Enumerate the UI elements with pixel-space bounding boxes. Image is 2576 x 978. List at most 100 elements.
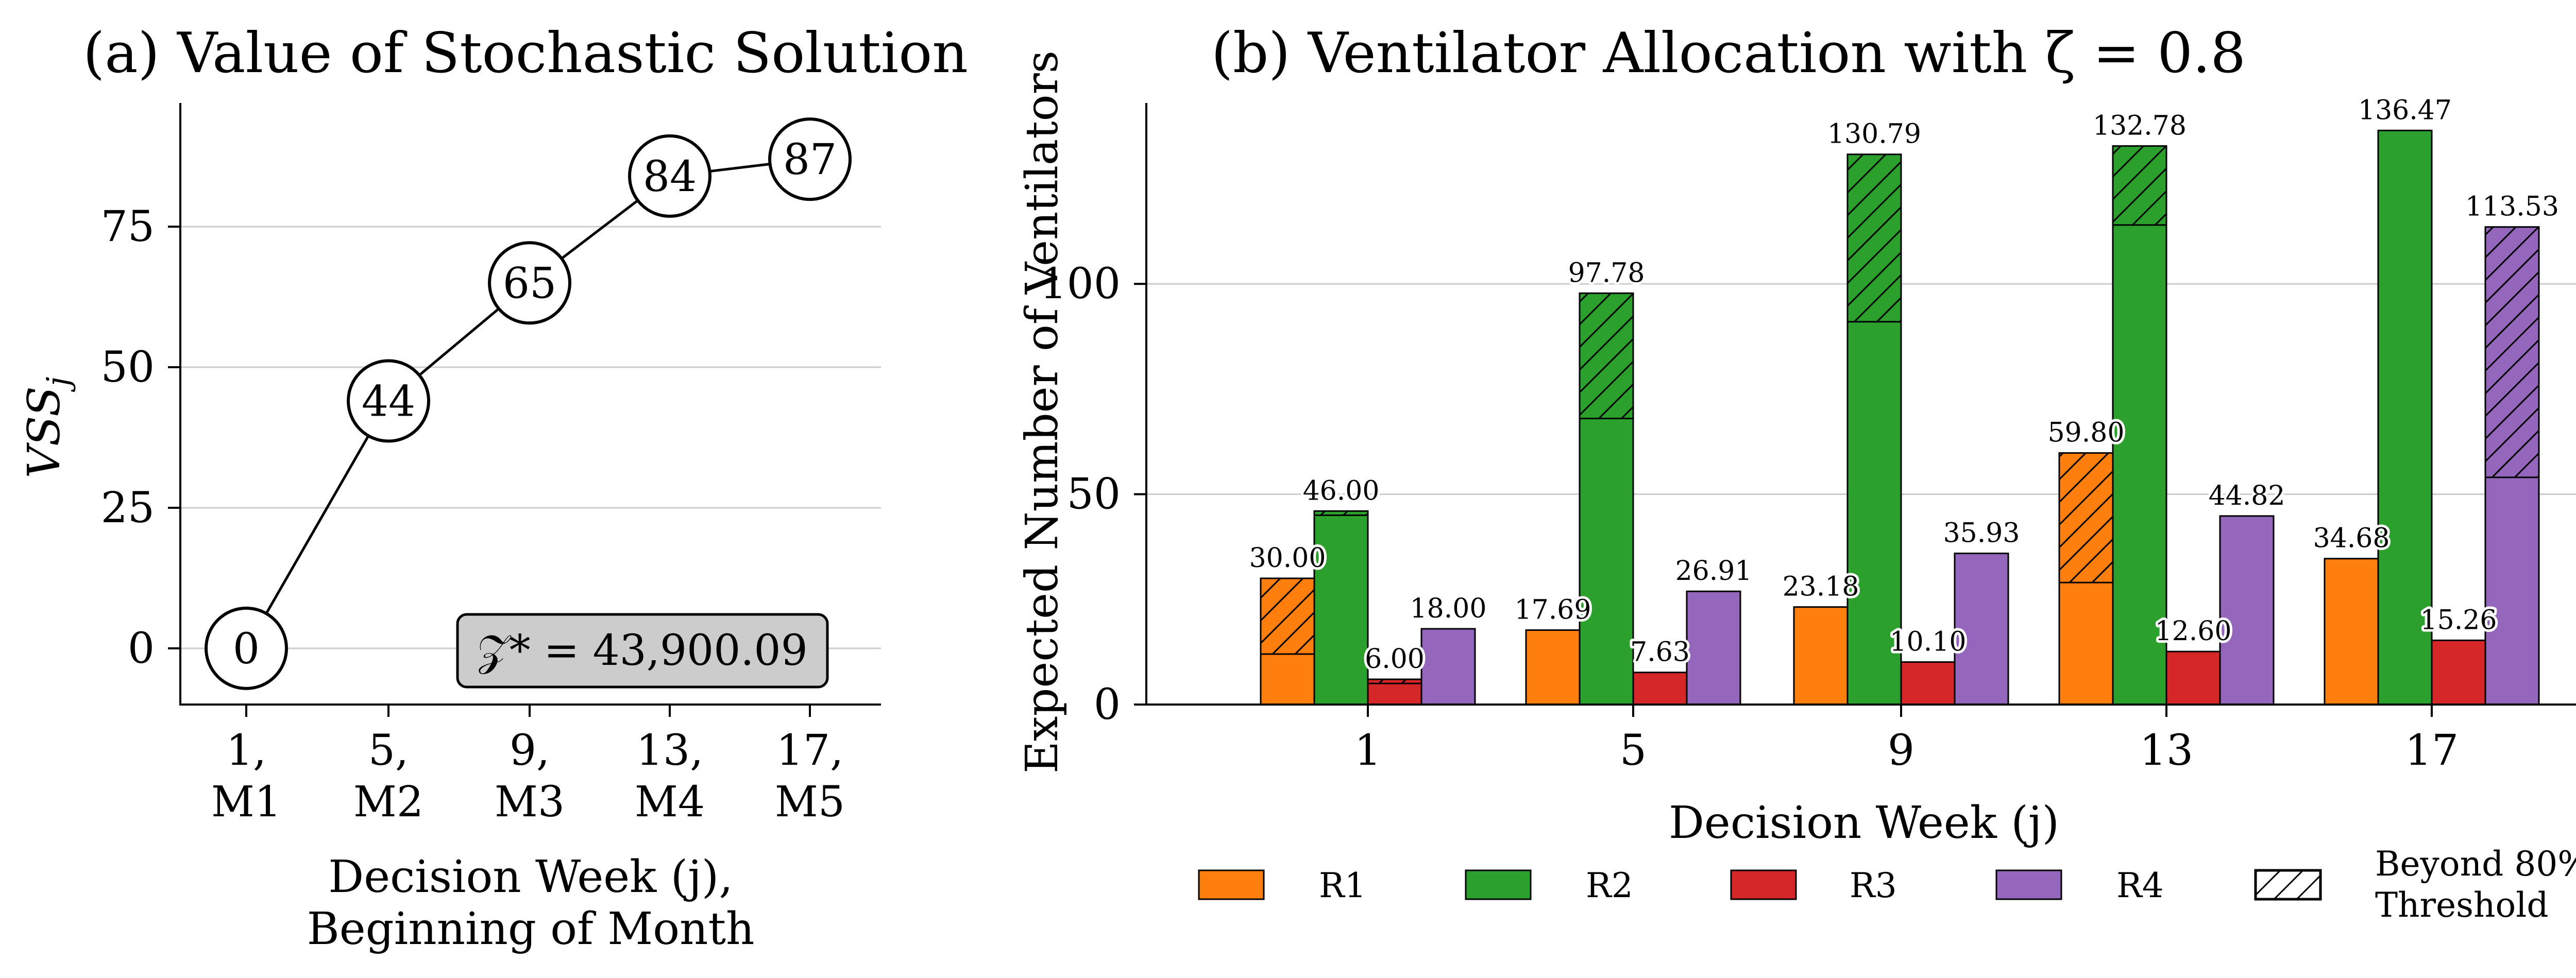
bar-r3-week-9 bbox=[1901, 662, 1955, 705]
bar-value-label: 6.00 bbox=[1365, 644, 1425, 675]
panel-a-title: (a) Value of Stochastic Solution bbox=[83, 21, 968, 85]
bar-value-label: 23.18 bbox=[1783, 572, 1859, 603]
vss-point-marker bbox=[205, 606, 288, 690]
vss-point-label: 87 bbox=[783, 135, 837, 184]
panel-b-y-tick-label: 100 bbox=[1040, 260, 1121, 308]
bar-r4-week-9 bbox=[1955, 553, 2008, 705]
bar-value-label: 35.93 bbox=[1943, 518, 2020, 549]
panel-b-x-tick-label: 1 bbox=[1354, 726, 1381, 775]
panel-b-x-tick-label: 9 bbox=[1888, 726, 1914, 775]
vss-point-marker bbox=[628, 134, 711, 218]
panel-a-y-tick-label: 25 bbox=[101, 484, 155, 533]
bar-value-label: 7.63 bbox=[1630, 637, 1690, 668]
objective-value-text: 𝒵* = 43,900.09 bbox=[477, 626, 808, 675]
bar-r1-week-5 bbox=[1526, 630, 1580, 705]
bar-r1-week-9 bbox=[1794, 607, 1848, 705]
bar-value-label: 46.00 bbox=[1303, 475, 1380, 506]
bar-value-label: 136.47 bbox=[2358, 95, 2452, 126]
bar-value-label: 18.00 bbox=[1410, 593, 1487, 624]
bar-r1-week-17 bbox=[2325, 558, 2378, 705]
vss-point-label: 65 bbox=[503, 259, 556, 308]
panel-a-x-tick-label-line2: M5 bbox=[775, 778, 845, 827]
panel-b-y-label: Expected Number of Ventilators bbox=[1016, 50, 1068, 774]
panel-a-x-label-line1: Decision Week (j), bbox=[328, 851, 733, 903]
bar-value-label: 10.10 bbox=[1890, 627, 1967, 658]
legend-swatch-r1 bbox=[1198, 869, 1265, 900]
panel-b-x-label: Decision Week (j) bbox=[1669, 797, 2059, 849]
vss-point-label: 0 bbox=[233, 625, 260, 674]
bar-r3-week-13 bbox=[2166, 651, 2220, 705]
panel-b-x-ticks: 1 5 9 13 17 bbox=[1354, 705, 2459, 775]
panel-a-x-tick-label-line1: 5, bbox=[368, 726, 409, 775]
bar-hatch-r1-week-13 bbox=[2059, 453, 2113, 583]
bar-value-label: 12.60 bbox=[2155, 616, 2232, 647]
legend-swatch-r4 bbox=[1995, 869, 2062, 900]
vss-point-marker bbox=[347, 359, 430, 443]
panel-a-y-tick-label: 50 bbox=[101, 343, 155, 392]
bar-r2-week-17 bbox=[2378, 130, 2432, 705]
panel-a-x-ticks: 1,M1 5,M2 9,M3 13,M4 17,M5 bbox=[211, 705, 845, 827]
bar-value-label: 59.80 bbox=[2048, 418, 2125, 449]
bar-r2-week-13 bbox=[2113, 146, 2166, 705]
bar-r4-week-1 bbox=[1421, 628, 1475, 705]
legend-swatch-r3 bbox=[1730, 869, 1797, 900]
bar-hatch-r2-week-9 bbox=[1848, 154, 1901, 322]
legend-label-hatch-line2: Threshold bbox=[2375, 885, 2549, 925]
panel-a-x-label-line2: Beginning of Month bbox=[307, 903, 755, 955]
bar-value-label: 26.91 bbox=[1675, 556, 1752, 587]
panel-b: (b) Ventilator Allocation with ζ = 0.8 0… bbox=[1016, 21, 2576, 925]
vss-point-label: 44 bbox=[362, 378, 415, 426]
panel-b-legend: R1 R2 R3 R4 Beyond 80% Threshold bbox=[1198, 844, 2576, 925]
bar-r3-week-17 bbox=[2432, 640, 2485, 705]
panel-b-title: (b) Ventilator Allocation with ζ = 0.8 bbox=[1211, 21, 2246, 85]
bar-r4-week-5 bbox=[1687, 591, 1740, 705]
bar-value-label: 132.78 bbox=[2093, 110, 2187, 141]
bar-value-label: 34.68 bbox=[2313, 523, 2390, 554]
panel-b-y-tick-label: 0 bbox=[1094, 680, 1121, 729]
bar-r2-week-1 bbox=[1314, 511, 1368, 705]
bar-hatch-r3-week-1 bbox=[1368, 679, 1421, 684]
panel-a-y-ticks: 0 25 50 75 bbox=[101, 202, 180, 673]
panel-a-x-tick-label-line1: 17, bbox=[776, 726, 843, 775]
panel-a-x-tick-label-line2: M1 bbox=[211, 778, 281, 827]
panel-b-bars bbox=[1260, 129, 2540, 706]
bar-r4-week-13 bbox=[2220, 516, 2274, 705]
panel-b-x-tick-label: 17 bbox=[2405, 726, 2459, 775]
panel-a-x-tick-label-line2: M2 bbox=[353, 778, 423, 827]
bar-hatch-r4-week-17 bbox=[2485, 227, 2539, 477]
bar-hatch-r2-week-13 bbox=[2113, 146, 2166, 225]
legend-swatch-hatch bbox=[2254, 869, 2322, 901]
panel-b-x-tick-label: 5 bbox=[1620, 726, 1647, 775]
panel-a-x-tick-label-line1: 9, bbox=[510, 726, 550, 775]
bar-value-label: 130.79 bbox=[1827, 119, 1921, 150]
legend-label-r3: R3 bbox=[1850, 866, 1897, 905]
objective-value-box: 𝒵* = 43,900.09 bbox=[456, 613, 829, 689]
panel-b-value-labels: 30.00 17.69 23.18 59.80 34.68 46.00 97.78 130.7… bbox=[1247, 92, 2562, 677]
bar-value-label: 15.26 bbox=[2420, 605, 2497, 636]
legend-label-r1: R1 bbox=[1319, 866, 1366, 905]
panel-a-x-tick-label-line2: M3 bbox=[495, 778, 565, 827]
panel-b-y-ticks: 0 50 100 bbox=[1040, 260, 1146, 729]
vss-point-marker bbox=[768, 117, 852, 201]
panel-a-y-tick-label: 75 bbox=[101, 202, 155, 251]
legend-label-hatch-line1: Beyond 80% bbox=[2375, 844, 2576, 884]
panel-a: (a) Value of Stochastic Solution 0 25 50 75… bbox=[19, 21, 968, 955]
vss-series-line bbox=[245, 158, 810, 649]
bar-r3-week-5 bbox=[1633, 672, 1687, 705]
panel-a-x-tick-label-line1: 13, bbox=[636, 726, 703, 775]
panel-b-y-tick-label: 50 bbox=[1067, 470, 1121, 519]
vss-point-label: 84 bbox=[643, 152, 697, 201]
panel-b-x-tick-label: 13 bbox=[2140, 726, 2193, 775]
bar-value-label: 97.78 bbox=[1568, 258, 1645, 288]
legend-label-r4: R4 bbox=[2116, 866, 2164, 905]
panel-a-y-tick-label: 0 bbox=[128, 624, 155, 673]
bar-hatch-r1-week-1 bbox=[1261, 578, 1314, 654]
vss-points: 0 44 65 84 87 bbox=[205, 117, 852, 690]
panel-a-x-tick-label-line1: 1, bbox=[226, 726, 266, 775]
legend-label-r2: R2 bbox=[1586, 866, 1633, 905]
legend-swatch-r2 bbox=[1465, 869, 1532, 900]
bar-value-label: 17.69 bbox=[1515, 595, 1591, 626]
bar-value-label: 113.53 bbox=[2465, 192, 2559, 222]
panel-a-y-label: VSSj bbox=[19, 376, 76, 478]
